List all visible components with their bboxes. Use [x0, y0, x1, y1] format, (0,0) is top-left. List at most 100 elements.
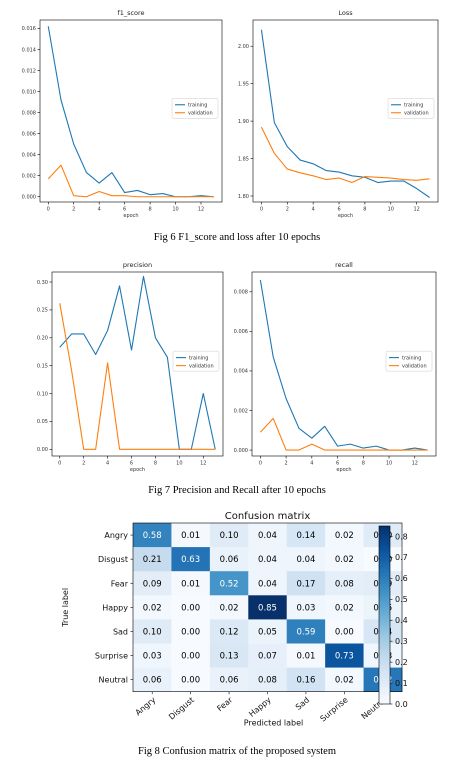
matrix-cell-value: 0.02 — [143, 603, 162, 613]
x-tick-label: Happy — [247, 695, 273, 719]
legend-label-training: training — [189, 355, 208, 361]
x-tick-label: 0 — [47, 207, 50, 213]
matrix-cell-value: 0.17 — [296, 579, 315, 589]
matrix-cell — [248, 619, 288, 644]
matrix-cell-value: 0.02 — [335, 531, 354, 541]
series-line-validation — [259, 417, 428, 451]
matrix-cell-value: 0.13 — [220, 652, 239, 662]
x-tick-label: 10 — [172, 207, 178, 213]
y-tick-label: 0.006 — [22, 131, 36, 137]
y-tick-label: Fear — [111, 579, 129, 588]
x-tick-label: 10 — [388, 207, 394, 213]
matrix-cell-value: 0.05 — [258, 627, 277, 637]
matrix-cell — [133, 667, 172, 692]
matrix-cell — [171, 523, 211, 548]
line-chart-precision: precision 0 2 4 6 8 10 12 0.00 0.05 0.10 0.15 0.20 0.… — [37, 261, 224, 473]
y-tick-label: Neutral — [98, 676, 128, 685]
y-tick-label: 0.004 — [22, 152, 36, 158]
y-tick-label: 0.012 — [22, 68, 36, 74]
matrix-cell — [171, 595, 211, 620]
y-tick-label: 0.20 — [37, 336, 48, 342]
matrix-cell-value: 0.06 — [220, 555, 239, 565]
colorbar-tick-label: 0.8 — [395, 532, 408, 541]
matrix-cell-value: 0.52 — [220, 579, 239, 589]
y-tick-label: Happy — [102, 603, 128, 612]
y-tick-label: 0.002 — [22, 173, 36, 179]
x-tick-label: Sad — [294, 695, 311, 712]
matrix-cell — [248, 523, 288, 548]
matrix-cell — [133, 571, 172, 596]
legend-label-validation: validation — [404, 111, 429, 117]
matrix-cell-value: 0.04 — [296, 555, 315, 565]
series-line-validation — [260, 126, 430, 184]
line-chart-loss: Loss 0 2 4 6 8 10 12 1.80 1.85 1.90 1.95 2.00 epoch tr… — [238, 9, 439, 219]
plot-frame — [39, 19, 223, 203]
x-tick-label: 10 — [176, 461, 182, 467]
x-tick-label: 4 — [310, 461, 313, 467]
matrix-cell — [209, 523, 249, 548]
y-tick-label: 0.016 — [22, 26, 36, 32]
x-tick-label: 0 — [260, 207, 263, 213]
matrix-cell — [209, 643, 249, 668]
matrix-cell — [248, 595, 288, 620]
matrix-cell — [286, 643, 326, 668]
x-tick-label: 12 — [200, 461, 206, 467]
matrix-cell — [133, 619, 172, 644]
legend-label-training: training — [188, 103, 207, 109]
confusion-matrix-title: Confusion matrix — [225, 511, 311, 522]
matrix-cell-value: 0.02 — [335, 676, 354, 686]
matrix-cell — [133, 523, 172, 548]
y-tick-label: Disgust — [98, 555, 128, 564]
matrix-cell-value: 0.03 — [296, 603, 315, 613]
matrix-cell — [325, 619, 364, 644]
matrix-cell-value: 0.09 — [143, 579, 162, 589]
confusion-matrix: Confusion matrix 0.58 0.01 0.10 0.04 0.14 0.02… — [61, 511, 408, 728]
series-line-validation — [47, 164, 214, 198]
chart-title: Loss — [338, 9, 353, 17]
matrix-cell — [209, 547, 249, 572]
matrix-cell — [325, 547, 364, 572]
matrix-cell-value: 0.10 — [220, 531, 239, 541]
colorbar-tick-label: 0.4 — [395, 616, 408, 625]
y-tick-label: 0.008 — [22, 110, 36, 116]
caption-fig8: Fig 8 Confusion matrix of the proposed s… — [138, 746, 336, 757]
x-tick-label: 10 — [386, 461, 392, 467]
x-tick-label: 4 — [106, 461, 109, 467]
matrix-cell — [209, 571, 249, 596]
x-tick-label: 12 — [198, 207, 204, 213]
x-axis-label: epoch — [130, 467, 145, 473]
colorbar-tick-label: 0.2 — [395, 658, 408, 667]
x-tick-label: 4 — [98, 207, 101, 213]
chart-title: precision — [123, 261, 152, 269]
matrix-cell — [248, 547, 288, 572]
x-tick-label: 12 — [412, 461, 418, 467]
x-tick-label: 8 — [363, 207, 366, 213]
x-tick-label: 8 — [362, 461, 365, 467]
y-tick-label: 1.80 — [238, 194, 249, 200]
x-axis-label: epoch — [123, 213, 138, 219]
matrix-cell — [248, 643, 288, 668]
matrix-cell — [248, 571, 288, 596]
y-tick-label: 0.002 — [234, 408, 248, 414]
matrix-cell-value: 0.73 — [335, 652, 354, 662]
matrix-cell-value: 0.03 — [143, 652, 162, 662]
y-tick-label: 1.90 — [238, 119, 249, 125]
y-tick-label: 0.004 — [234, 369, 248, 375]
plot-frame — [252, 19, 439, 203]
x-axis-label: epoch — [336, 467, 351, 473]
matrix-cell-value: 0.00 — [181, 627, 200, 637]
y-tick-label: 0.10 — [37, 391, 48, 397]
matrix-cell — [286, 595, 326, 620]
matrix-cell — [209, 667, 249, 692]
y-tick-label: Surprise — [95, 652, 128, 661]
series-line-training — [260, 29, 430, 198]
matrix-cell — [209, 619, 249, 644]
colorbar-tick-label: 0.7 — [395, 553, 408, 562]
matrix-cell — [286, 547, 326, 572]
matrix-cell — [209, 595, 249, 620]
colorbar-tick-label: 0.6 — [395, 574, 408, 583]
matrix-cell-value: 0.21 — [143, 555, 162, 565]
matrix-cell-value: 0.01 — [181, 579, 200, 589]
matrix-cell — [171, 547, 211, 572]
matrix-cell — [171, 619, 211, 644]
